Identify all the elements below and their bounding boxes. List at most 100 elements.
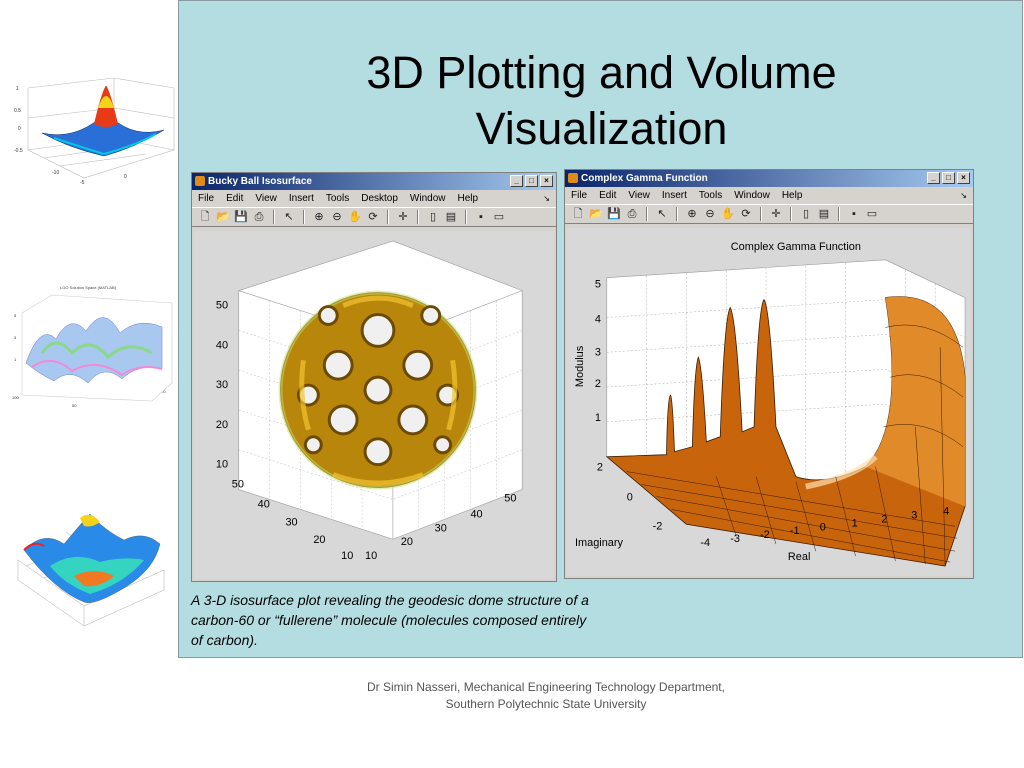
new-figure-icon[interactable]: 🗋	[200, 211, 210, 223]
hide-plot-tools-icon[interactable]: ▪	[852, 208, 856, 220]
svg-text:0.5: 0.5	[14, 108, 21, 114]
right-axis-tick: 50	[504, 492, 516, 504]
thumbnail-peaks-surface	[14, 510, 174, 628]
new-figure-icon[interactable]: 🗋	[573, 208, 583, 220]
plot-title: Complex Gamma Function	[731, 241, 861, 253]
show-plot-tools-icon[interactable]: ▭	[493, 211, 505, 223]
x-tick: 0	[820, 521, 826, 533]
menu-help[interactable]: Help	[781, 190, 803, 201]
hide-plot-tools-icon[interactable]: ▪	[479, 211, 483, 223]
save-icon[interactable]: 💾	[607, 208, 621, 220]
toolbar-separator	[790, 207, 792, 221]
data-cursor-icon[interactable]: ✛	[771, 208, 781, 220]
z-tick: 2	[595, 378, 601, 390]
svg-text:-0: -0	[162, 389, 166, 394]
colorbar-icon[interactable]: ▯	[429, 211, 437, 223]
thumbnail-title: LGO Solution Space (MATLAB)	[60, 285, 116, 290]
menu-overflow-icon[interactable]: ↘	[543, 194, 550, 203]
minimize-button[interactable]: _	[510, 175, 523, 187]
minimize-button[interactable]: _	[927, 172, 940, 184]
zoom-out-icon[interactable]: ⊖	[705, 208, 715, 220]
z-tick: 10	[216, 459, 228, 471]
z-tick: 40	[216, 339, 228, 351]
data-cursor-icon[interactable]: ✛	[398, 211, 408, 223]
zoom-in-icon[interactable]: ⊕	[314, 211, 324, 223]
slide-title-line2: Visualization	[475, 103, 728, 154]
rotate-3d-icon[interactable]: ⟳	[368, 211, 378, 223]
legend-icon[interactable]: ▤	[818, 208, 830, 220]
svg-text:1: 1	[14, 357, 17, 362]
menu-tools[interactable]: Tools	[698, 190, 723, 201]
close-button[interactable]: ×	[957, 172, 970, 184]
toolbar-separator	[838, 207, 840, 221]
toolbar-separator	[646, 207, 648, 221]
menu-bar: File Edit View Insert Tools Window Help …	[565, 187, 973, 204]
legend-icon[interactable]: ▤	[445, 211, 457, 223]
colorbar-icon[interactable]: ▯	[802, 208, 810, 220]
pan-hand-icon[interactable]: ✋	[721, 208, 735, 220]
svg-text:50: 50	[72, 403, 77, 408]
toolbar-separator	[417, 210, 419, 224]
menu-edit[interactable]: Edit	[226, 193, 244, 204]
z-tick: 3	[595, 346, 601, 358]
menu-insert[interactable]: Insert	[288, 193, 314, 204]
x-tick: -1	[790, 525, 800, 537]
maximize-button[interactable]: □	[942, 172, 955, 184]
y-tick: 2	[597, 462, 603, 474]
print-icon[interactable]: ⎙	[627, 208, 637, 220]
svg-text:100: 100	[12, 395, 19, 400]
toolbar-separator	[303, 210, 305, 224]
slide-footer: Dr Simin Nasseri, Mechanical Engineering…	[300, 679, 792, 713]
thumbnail-sinc-surface: 10.50-0.5 -10-5010	[14, 77, 186, 190]
maximize-button[interactable]: □	[525, 175, 538, 187]
show-plot-tools-icon[interactable]: ▭	[866, 208, 878, 220]
menu-file[interactable]: File	[571, 190, 588, 201]
x-tick: -2	[760, 529, 770, 541]
zoom-in-icon[interactable]: ⊕	[687, 208, 697, 220]
x-tick: -3	[730, 533, 740, 545]
svg-text:0: 0	[18, 126, 21, 132]
menu-edit[interactable]: Edit	[599, 190, 617, 201]
pan-hand-icon[interactable]: ✋	[348, 211, 362, 223]
fullerene-molecule	[278, 290, 478, 490]
toolbar-separator	[387, 210, 389, 224]
window-titlebar[interactable]: Complex Gamma Function _ □ ×	[565, 170, 973, 187]
rotate-3d-icon[interactable]: ⟳	[741, 208, 751, 220]
save-icon[interactable]: 💾	[234, 211, 248, 223]
toolbar-separator	[273, 210, 275, 224]
svg-text:5: 5	[14, 313, 17, 318]
menu-insert[interactable]: Insert	[661, 190, 687, 201]
print-icon[interactable]: ⎙	[254, 211, 264, 223]
menu-desktop[interactable]: Desktop	[361, 193, 398, 204]
close-button[interactable]: ×	[540, 175, 553, 187]
z-tick: 50	[216, 300, 228, 312]
menu-file[interactable]: File	[198, 193, 215, 204]
footer-line2: Southern Polytechnic State University	[445, 697, 647, 711]
svg-text:3: 3	[14, 335, 17, 340]
x-tick: 3	[911, 509, 917, 521]
z-tick: 1	[595, 412, 601, 424]
z-tick: 5	[595, 279, 601, 291]
gamma-surface	[605, 296, 966, 567]
pointer-icon[interactable]: ↖	[657, 208, 667, 220]
right-axis-tick: 30	[435, 522, 447, 534]
menu-tools[interactable]: Tools	[325, 193, 350, 204]
open-file-icon[interactable]: 📂	[216, 211, 230, 223]
svg-text:1: 1	[16, 86, 19, 92]
menu-view[interactable]: View	[255, 193, 277, 204]
menu-window[interactable]: Window	[734, 190, 770, 201]
window-titlebar[interactable]: Bucky Ball Isosurface _ □ ×	[192, 173, 556, 190]
menu-help[interactable]: Help	[457, 193, 479, 204]
menu-window[interactable]: Window	[409, 193, 446, 204]
figure-caption: A 3-D isosurface plot revealing the geod…	[191, 592, 589, 648]
svg-text:-5: -5	[80, 180, 85, 186]
svg-text:-10: -10	[52, 170, 59, 176]
z-tick: 4	[595, 313, 601, 325]
open-file-icon[interactable]: 📂	[589, 208, 603, 220]
menu-overflow-icon[interactable]: ↘	[960, 191, 967, 200]
zoom-out-icon[interactable]: ⊖	[332, 211, 342, 223]
pointer-icon[interactable]: ↖	[284, 211, 294, 223]
z-tick: 20	[216, 419, 228, 431]
menu-bar: File Edit View Insert Tools Desktop Wind…	[192, 190, 556, 207]
menu-view[interactable]: View	[628, 190, 650, 201]
